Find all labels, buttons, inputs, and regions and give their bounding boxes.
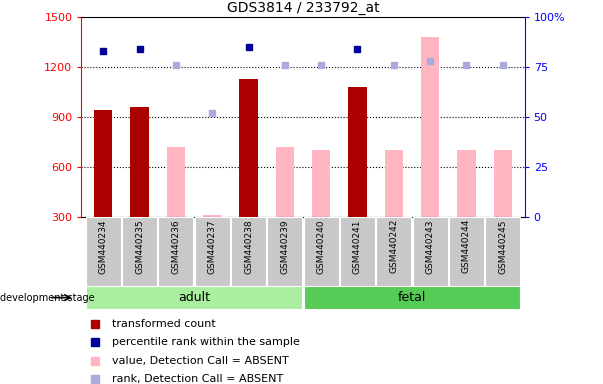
Text: GSM440244: GSM440244 (462, 219, 471, 273)
Text: fetal: fetal (398, 291, 426, 304)
Bar (267, 217, 302, 286)
Text: GSM440238: GSM440238 (244, 219, 253, 274)
Text: GSM440239: GSM440239 (280, 219, 289, 274)
Text: rank, Detection Call = ABSENT: rank, Detection Call = ABSENT (112, 374, 283, 384)
Bar (449, 217, 484, 286)
Text: GSM440236: GSM440236 (171, 219, 180, 274)
Bar (130, 107, 148, 217)
Text: transformed count: transformed count (112, 319, 216, 329)
Bar (239, 79, 257, 217)
Bar (86, 286, 302, 309)
Bar (167, 147, 185, 217)
Text: GSM440237: GSM440237 (207, 219, 216, 274)
Bar (385, 151, 403, 217)
Bar (86, 217, 121, 286)
Bar (94, 111, 112, 217)
Bar (159, 217, 194, 286)
Text: GSM440240: GSM440240 (317, 219, 326, 273)
Text: value, Detection Call = ABSENT: value, Detection Call = ABSENT (112, 356, 289, 366)
Bar (485, 217, 520, 286)
Bar (312, 151, 330, 217)
Text: GSM440243: GSM440243 (426, 219, 435, 273)
Bar (304, 286, 520, 309)
Bar (276, 147, 294, 217)
Bar (203, 215, 221, 217)
Text: percentile rank within the sample: percentile rank within the sample (112, 338, 300, 348)
Text: GSM440235: GSM440235 (135, 219, 144, 274)
Text: GSM440245: GSM440245 (498, 219, 507, 273)
Bar (376, 217, 411, 286)
Text: adult: adult (178, 291, 210, 304)
Bar (304, 217, 339, 286)
Title: GDS3814 / 233792_at: GDS3814 / 233792_at (227, 1, 379, 15)
Bar (340, 217, 375, 286)
Bar (458, 151, 476, 217)
Bar (421, 37, 439, 217)
Bar (349, 87, 367, 217)
Bar (412, 217, 447, 286)
Text: GSM440242: GSM440242 (390, 219, 399, 273)
Bar (122, 217, 157, 286)
Text: GSM440234: GSM440234 (99, 219, 108, 273)
Text: development stage: development stage (0, 293, 95, 303)
Bar (195, 217, 230, 286)
Bar (231, 217, 266, 286)
Text: GSM440241: GSM440241 (353, 219, 362, 273)
Bar (494, 151, 512, 217)
